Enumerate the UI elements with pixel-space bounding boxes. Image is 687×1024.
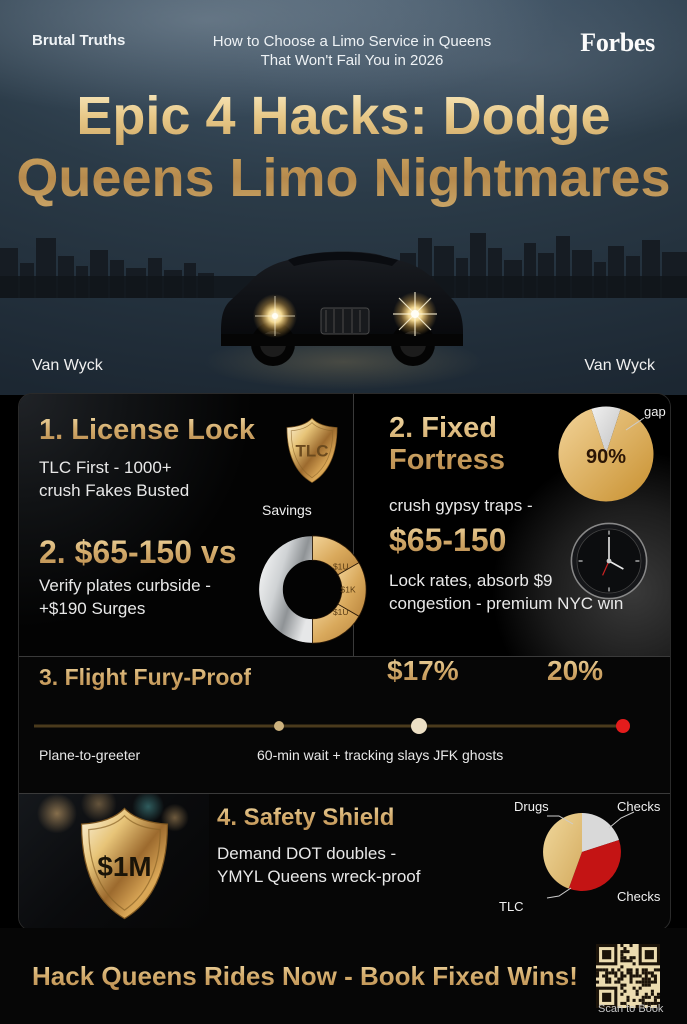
svg-text:$1M: $1M bbox=[97, 851, 151, 882]
svg-text:$1U: $1U bbox=[333, 607, 349, 617]
svg-text:$1U: $1U bbox=[333, 562, 349, 572]
svg-text:TLC: TLC bbox=[296, 442, 329, 461]
svg-text:90%: 90% bbox=[586, 446, 626, 468]
svg-text:$1K: $1K bbox=[341, 584, 356, 594]
